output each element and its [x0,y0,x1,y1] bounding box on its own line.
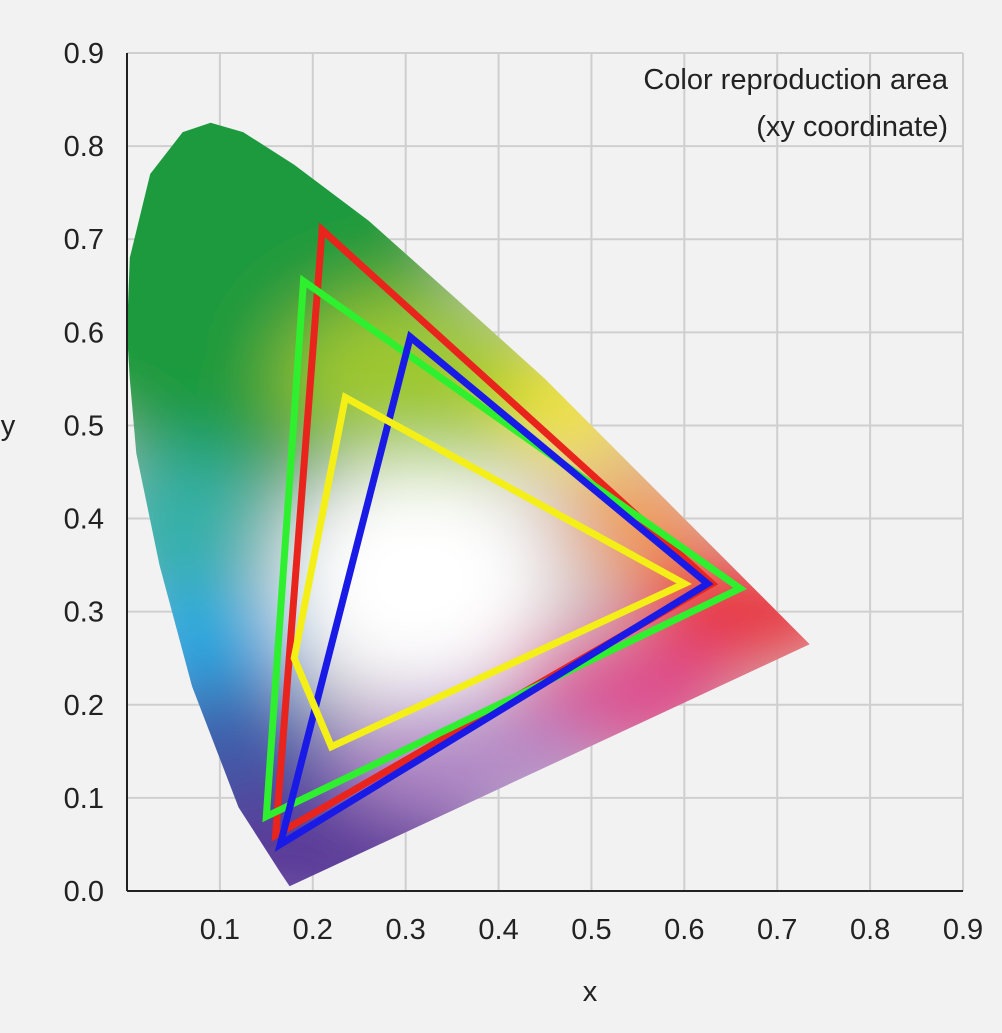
y-tick-label-7: 0.7 [64,224,104,256]
gamut-polygon-2 [274,330,714,852]
white-point-region [290,465,550,695]
y-tick-label-6: 0.6 [64,317,104,349]
gamut-polygon-3 [290,392,693,752]
x-tick-label-8: 0.9 [943,914,983,946]
tick-labels: 0.1 0.2 0.3 0.4 0.5 0.6 0.7 0.8 0.9 0.0 0.1 0.2 0.3 0… [64,38,983,946]
y-tick-label-5: 0.5 [64,410,104,442]
y-tick-label-8: 0.8 [64,131,104,163]
x-axis-title: x [583,976,598,1008]
x-tick-label-6: 0.7 [757,914,797,946]
x-tick-label-3: 0.4 [478,914,518,946]
y-tick-label-4: 0.4 [64,504,104,536]
x-tick-label-4: 0.5 [571,914,611,946]
chart-title: Color reproduction area [643,64,949,96]
y-axis-title: y [1,410,16,442]
x-tick-label-1: 0.2 [293,914,333,946]
y-tick-label-2: 0.2 [64,690,104,722]
x-tick-label-5: 0.6 [664,914,704,946]
x-tick-label-7: 0.8 [850,914,890,946]
x-tick-label-0: 0.1 [200,914,240,946]
gamut-triangles [262,222,747,852]
y-tick-label-0: 0.0 [64,876,104,908]
y-tick-label-3: 0.3 [64,597,104,629]
gamut-polygon-1 [262,274,747,823]
chart-subtitle: (xy coordinate) [756,111,948,143]
teal-region [127,450,280,610]
x-tick-label-2: 0.3 [386,914,426,946]
axes [126,53,963,892]
y-tick-label-9: 0.9 [64,38,104,70]
y-tick-label-1: 0.1 [64,783,104,815]
